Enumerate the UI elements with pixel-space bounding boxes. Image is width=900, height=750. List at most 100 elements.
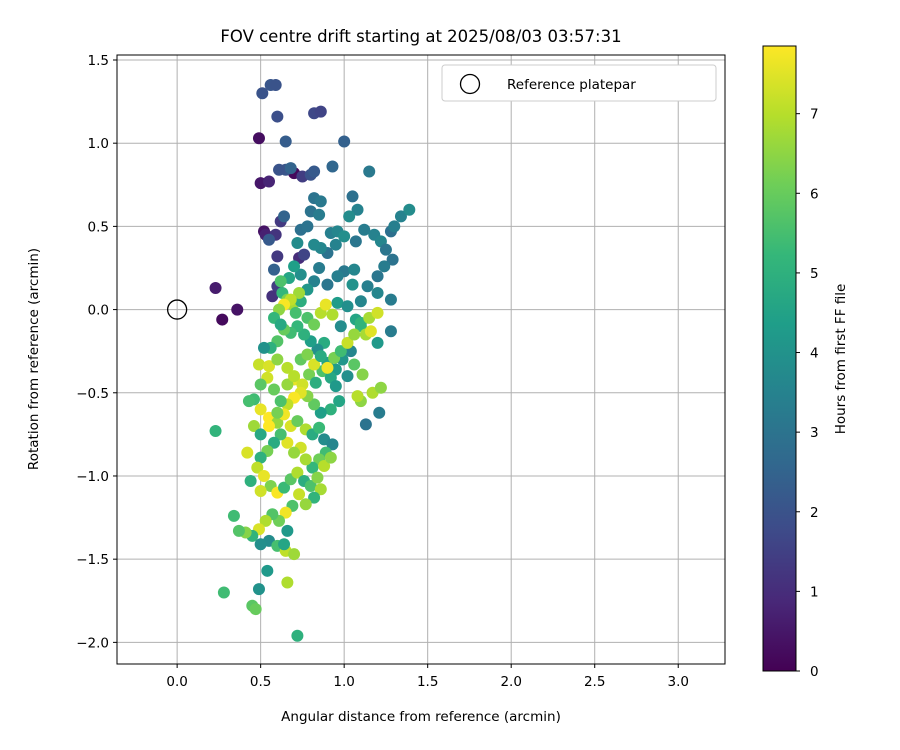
data-point	[313, 421, 326, 434]
data-point	[209, 281, 222, 294]
colorbar-tick-label: 6	[810, 186, 819, 202]
data-point	[252, 583, 265, 596]
plot-area	[116, 54, 726, 665]
data-point	[309, 376, 322, 389]
data-point	[278, 210, 291, 223]
data-point	[371, 270, 384, 283]
data-point	[254, 484, 267, 497]
data-point	[321, 361, 334, 374]
data-point	[313, 208, 326, 221]
data-point	[291, 415, 304, 428]
data-point	[346, 190, 359, 203]
data-point	[314, 350, 327, 363]
x-axis: 0.0 0.5 1.0 1.5 2.0 2.5 3.0	[166, 664, 689, 690]
data-point	[384, 325, 397, 338]
data-point	[308, 165, 321, 178]
data-point	[326, 160, 339, 173]
data-point	[271, 353, 284, 366]
data-point	[331, 270, 344, 283]
data-point	[346, 278, 359, 291]
data-point	[326, 308, 339, 321]
data-point	[271, 406, 284, 419]
y-tick-label: 1.5	[88, 53, 109, 69]
data-point	[373, 406, 386, 419]
chart-title: FOV centre drift starting at 2025/08/03 …	[220, 27, 621, 46]
data-point	[306, 461, 319, 474]
y-tick-label: 1.0	[88, 136, 109, 152]
data-point	[252, 132, 265, 145]
data-point	[348, 328, 361, 341]
data-point	[281, 576, 294, 589]
legend: Reference platepar	[441, 64, 717, 102]
data-point	[348, 263, 361, 276]
data-point	[274, 428, 287, 441]
data-point	[371, 306, 384, 319]
data-point	[314, 406, 327, 419]
data-point	[257, 469, 270, 482]
data-point	[254, 451, 267, 464]
data-point	[374, 381, 387, 394]
data-point	[351, 203, 364, 216]
data-point	[394, 210, 407, 223]
x-tick-label: 3.0	[667, 674, 688, 690]
data-point	[329, 238, 342, 251]
y-tick-label: 0.5	[88, 219, 109, 235]
data-point	[263, 360, 275, 373]
data-point	[314, 483, 327, 496]
colorbar-tick-label: 3	[810, 425, 819, 441]
y-tick-label: −1.0	[76, 469, 109, 485]
data-point	[251, 461, 264, 474]
data-point	[378, 260, 391, 273]
data-point	[334, 320, 347, 333]
data-point	[247, 420, 260, 433]
data-point	[341, 370, 354, 383]
data-point	[314, 195, 327, 208]
data-point	[288, 548, 301, 561]
data-point	[324, 451, 337, 464]
colorbar-tick-label: 0	[810, 664, 819, 680]
data-point	[279, 506, 292, 519]
data-point	[308, 358, 321, 371]
data-point	[281, 361, 294, 374]
y-tick-label: 0.0	[88, 303, 109, 319]
data-point	[303, 368, 316, 381]
y-axis-label: Rotation from reference (arcmin)	[26, 248, 42, 470]
data-point	[386, 253, 399, 266]
x-tick-label: 2.0	[500, 674, 521, 690]
data-point	[291, 466, 304, 479]
data-point	[281, 378, 294, 391]
colorbar-ticks: 0 1 2 3 4 5 6 7	[796, 107, 819, 680]
data-point	[227, 509, 240, 522]
data-point	[304, 479, 317, 492]
reference-point-marker	[166, 299, 188, 320]
data-point	[271, 110, 284, 123]
data-point	[266, 290, 279, 303]
data-point	[216, 313, 229, 326]
data-point	[274, 395, 287, 408]
data-point	[231, 303, 244, 316]
data-point	[326, 438, 339, 451]
data-point	[291, 237, 304, 250]
data-point	[249, 603, 262, 616]
data-points	[209, 78, 416, 642]
data-point	[301, 348, 314, 361]
data-point	[263, 175, 275, 188]
data-point	[252, 358, 265, 371]
data-point	[308, 398, 321, 411]
data-point	[281, 524, 294, 537]
y-tick-label: −2.0	[76, 635, 109, 651]
data-point	[256, 87, 269, 100]
data-point	[403, 203, 416, 216]
colorbar-gradient	[762, 45, 797, 672]
x-tick-label: 0.0	[166, 674, 187, 690]
data-point	[299, 498, 312, 511]
data-point	[351, 390, 364, 403]
data-point	[356, 368, 369, 381]
data-point	[331, 296, 344, 309]
data-point	[349, 235, 362, 248]
data-point	[261, 564, 274, 577]
data-point	[241, 446, 254, 459]
data-point	[338, 135, 351, 148]
data-point	[364, 325, 377, 338]
